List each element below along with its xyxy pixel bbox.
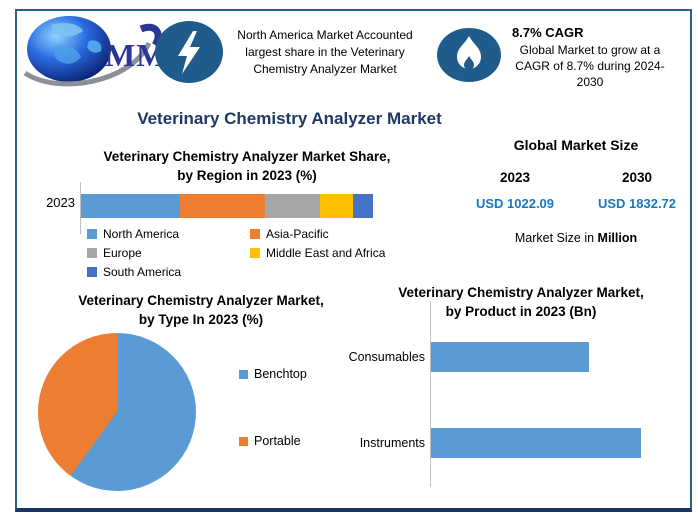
- product-chart-title-line1: Veterinary Chemistry Analyzer Market,: [398, 285, 644, 300]
- legend-item-europe: Europe: [87, 246, 250, 260]
- region-chart-title: Veterinary Chemistry Analyzer Market Sha…: [32, 147, 462, 185]
- legend-label-europe: Europe: [103, 246, 142, 260]
- cagr-title: 8.7% CAGR: [512, 25, 584, 40]
- globe-icon: [23, 16, 162, 87]
- legend-item-middle-east-africa: Middle East and Africa: [250, 246, 417, 260]
- bar-segment-middle-east-and-africa: [320, 194, 353, 218]
- legend-item-south-america: South America: [87, 265, 250, 279]
- product-bar-instruments: [431, 428, 641, 458]
- legend-swatch-portable: [239, 436, 248, 446]
- legend-label-south-america: South America: [103, 265, 182, 279]
- infographic-frame: MMR North America Market Accounted large…: [15, 9, 692, 512]
- flame-icon: [437, 28, 501, 82]
- legend-item-benchtop: Benchtop: [239, 367, 307, 381]
- legend-label-portable: Portable: [254, 434, 301, 448]
- cagr-block: 8.7% CAGR Global Market to grow at a CAG…: [505, 25, 675, 90]
- product-bar-consumables: [431, 342, 589, 372]
- legend-swatch-south-america: [87, 267, 97, 277]
- bar-segment-europe: [264, 194, 321, 218]
- market-size-note: Market Size in Million: [454, 231, 698, 245]
- legend-item-portable: Portable: [239, 434, 301, 448]
- legend-swatch-asia-pacific: [250, 229, 260, 239]
- global-market-size-panel: Global Market Size 2023 2030 USD 1022.09…: [454, 137, 698, 245]
- type-chart-title: Veterinary Chemistry Analyzer Market, by…: [25, 291, 377, 329]
- legend-label-benchtop: Benchtop: [254, 367, 307, 381]
- market-size-note-unit: Million: [597, 231, 638, 245]
- region-chart-title-line2: by Region in 2023 (%): [177, 168, 317, 183]
- product-chart-title: Veterinary Chemistry Analyzer Market, by…: [347, 283, 695, 321]
- legend-item-north-america: North America: [87, 227, 250, 241]
- product-label-instruments: Instruments: [359, 436, 425, 450]
- product-label-consumables: Consumables: [348, 350, 425, 364]
- type-pie-chart: [38, 333, 196, 491]
- region-stacked-bar: [81, 194, 373, 218]
- legend-label-north-america: North America: [103, 227, 180, 241]
- market-size-title: Global Market Size: [513, 137, 639, 153]
- legend-label-asia-pacific: Asia-Pacific: [266, 227, 329, 241]
- market-size-year-2030: 2030: [621, 170, 653, 185]
- market-size-note-prefix: Market Size in: [514, 231, 598, 245]
- highlight-text: North America Market Accounted largest s…: [237, 28, 413, 76]
- market-size-year-2023: 2023: [499, 170, 531, 185]
- legend-item-asia-pacific: Asia-Pacific: [250, 227, 417, 241]
- bar-segment-south-america: [352, 194, 373, 218]
- market-size-value-2023: USD 1022.09: [475, 196, 555, 211]
- legend-swatch-benchtop: [239, 369, 248, 379]
- product-chart-title-line2: by Product in 2023 (Bn): [445, 304, 597, 319]
- legend-label-middle-east-africa: Middle East and Africa: [266, 246, 386, 260]
- legend-swatch-europe: [87, 248, 97, 258]
- cagr-body: Global Market to grow at a CAGR of 8.7% …: [515, 43, 665, 89]
- bar-segment-north-america: [81, 194, 181, 218]
- lightning-icon: [155, 21, 223, 83]
- region-legend: North America Asia-Pacific Europe Middle…: [87, 227, 417, 279]
- bar-segment-asia-pacific: [180, 194, 265, 218]
- legend-swatch-middle-east-africa: [250, 248, 260, 258]
- page-title: Veterinary Chemistry Analyzer Market: [137, 109, 442, 128]
- legend-swatch-north-america: [87, 229, 97, 239]
- region-chart-category-label: 2023: [46, 195, 75, 210]
- region-chart-axis: [80, 182, 81, 234]
- type-chart-title-line1: Veterinary Chemistry Analyzer Market,: [78, 293, 324, 308]
- market-size-value-2030: USD 1832.72: [597, 196, 677, 211]
- region-chart-title-line1: Veterinary Chemistry Analyzer Market Sha…: [103, 149, 391, 164]
- product-chart-axis: [430, 301, 431, 487]
- type-chart-title-line2: by Type In 2023 (%): [138, 312, 264, 327]
